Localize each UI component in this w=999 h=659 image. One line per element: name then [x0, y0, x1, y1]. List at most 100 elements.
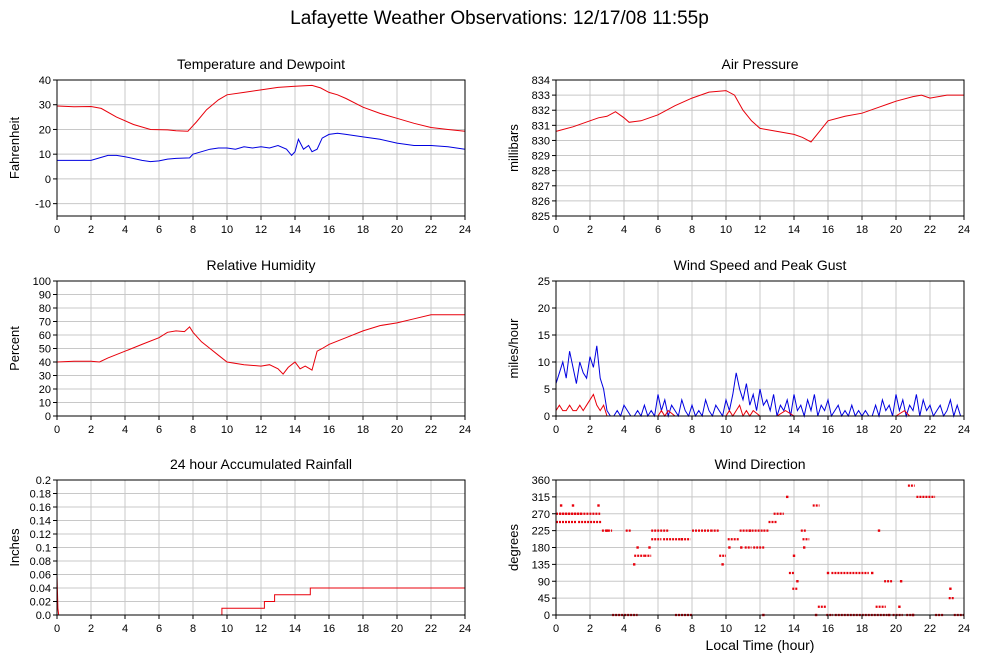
- x-tick-label: 22: [924, 224, 936, 236]
- y-tick-label: 0.1: [36, 543, 51, 555]
- y-tick-label: 70: [39, 317, 51, 329]
- x-axis-label: Local Time (hour): [706, 637, 815, 653]
- y-tick-label: 315: [532, 492, 550, 504]
- x-tick-label: 10: [720, 623, 732, 635]
- x-tick-label: 2: [88, 424, 94, 436]
- y-tick-label: 360: [532, 475, 550, 487]
- x-tick-label: 12: [754, 224, 766, 236]
- y-tick-label: 830: [532, 135, 550, 147]
- y-axis-label: degrees: [506, 524, 521, 571]
- x-tick-label: 6: [156, 623, 162, 635]
- y-tick-label: 90: [39, 290, 51, 302]
- x-tick-label: 22: [425, 623, 437, 635]
- chart-title: Wind Speed and Peak Gust: [674, 257, 847, 273]
- y-tick-label: 30: [39, 371, 51, 383]
- y-tick-label: 25: [538, 276, 550, 288]
- y-tick-label: 0.14: [30, 516, 51, 528]
- x-tick-label: 14: [788, 424, 800, 436]
- humidity-series-line-red: [56, 314, 465, 375]
- x-tick-label: 8: [190, 623, 196, 635]
- x-tick-label: 0: [54, 424, 60, 436]
- x-tick-label: 16: [323, 623, 335, 635]
- y-tick-label: 831: [532, 120, 550, 132]
- y-tick-label: 80: [39, 303, 51, 315]
- y-tick-label: 0.04: [30, 583, 51, 595]
- x-tick-label: 0: [553, 623, 559, 635]
- y-tick-label: 45: [538, 593, 550, 605]
- direction-point: [648, 546, 651, 549]
- y-tick-label: 826: [532, 196, 550, 208]
- y-tick-label: 0.08: [30, 556, 51, 568]
- x-tick-label: 12: [255, 424, 267, 436]
- y-tick-label: 100: [33, 276, 51, 288]
- temperature-series-line-blue: [57, 132, 466, 163]
- x-tick-label: 10: [221, 424, 233, 436]
- y-tick-label: 30: [39, 100, 51, 112]
- y-axis-label: millibars: [506, 124, 521, 172]
- direction-point: [826, 571, 830, 575]
- x-tick-label: 20: [391, 623, 403, 635]
- x-tick-label: 8: [190, 224, 196, 236]
- x-tick-label: 8: [689, 224, 695, 236]
- y-tick-label: 0.0: [36, 610, 51, 622]
- x-tick-label: 20: [890, 224, 902, 236]
- direction-point: [871, 571, 874, 575]
- x-tick-label: 2: [587, 224, 593, 236]
- x-tick-label: 8: [689, 424, 695, 436]
- x-tick-label: 4: [621, 224, 627, 236]
- x-tick-label: 0: [553, 224, 559, 236]
- x-tick-label: 2: [88, 623, 94, 635]
- x-tick-label: 24: [958, 224, 970, 236]
- x-tick-label: 6: [655, 424, 661, 436]
- x-tick-label: 10: [720, 224, 732, 236]
- x-tick-label: 24: [958, 623, 970, 635]
- x-tick-label: 4: [122, 623, 128, 635]
- y-tick-label: 225: [532, 526, 550, 538]
- y-tick-label: 90: [538, 576, 550, 588]
- x-tick-label: 18: [856, 424, 868, 436]
- x-tick-label: 20: [890, 623, 902, 635]
- x-tick-label: 24: [958, 424, 970, 436]
- x-tick-label: 4: [122, 224, 128, 236]
- x-tick-label: 0: [553, 424, 559, 436]
- direction-point: [877, 529, 881, 532]
- x-tick-label: 18: [856, 623, 868, 635]
- y-tick-label: 0.18: [30, 489, 51, 501]
- chart-title: Temperature and Dewpoint: [177, 56, 345, 72]
- y-tick-label: 20: [39, 384, 51, 396]
- y-tick-label: 832: [532, 105, 550, 117]
- temperature-series-line-red: [56, 84, 466, 132]
- y-tick-label: 20: [39, 124, 51, 136]
- y-tick-label: 15: [538, 330, 550, 342]
- x-tick-label: 16: [822, 623, 834, 635]
- x-tick-label: 4: [122, 424, 128, 436]
- y-tick-label: 0: [544, 610, 550, 622]
- x-tick-label: 6: [655, 224, 661, 236]
- x-tick-label: 8: [190, 424, 196, 436]
- y-tick-label: 135: [532, 559, 550, 571]
- x-tick-label: 20: [890, 424, 902, 436]
- chart-temperature: 0 2 4 6 8 10 12 14 16 18 20 22 24-10010203040Tempera…: [7, 56, 471, 236]
- y-tick-label: 834: [532, 75, 550, 87]
- y-tick-label: 180: [532, 543, 550, 555]
- chart-pressure: 0 2 4 6 8 10 12 14 16 18 20 22 248258268278288298308…: [506, 56, 970, 236]
- y-tick-label: 825: [532, 211, 550, 223]
- direction-point: [680, 538, 683, 541]
- x-tick-label: 0: [54, 623, 60, 635]
- x-tick-label: 12: [255, 224, 267, 236]
- x-tick-label: 18: [357, 623, 369, 635]
- direction-point: [740, 546, 743, 549]
- x-tick-label: 8: [689, 623, 695, 635]
- x-tick-label: 6: [156, 224, 162, 236]
- pressure-series-line-red: [555, 90, 964, 143]
- y-tick-label: 5: [544, 384, 550, 396]
- x-tick-label: 16: [822, 424, 834, 436]
- y-tick-label: 0.06: [30, 570, 51, 582]
- direction-point: [571, 504, 575, 507]
- x-tick-label: 16: [323, 424, 335, 436]
- x-tick-label: 14: [788, 623, 800, 635]
- y-tick-label: 0: [45, 411, 51, 423]
- y-tick-label: 0.12: [30, 529, 51, 541]
- chart-title: 24 hour Accumulated Rainfall: [170, 456, 352, 472]
